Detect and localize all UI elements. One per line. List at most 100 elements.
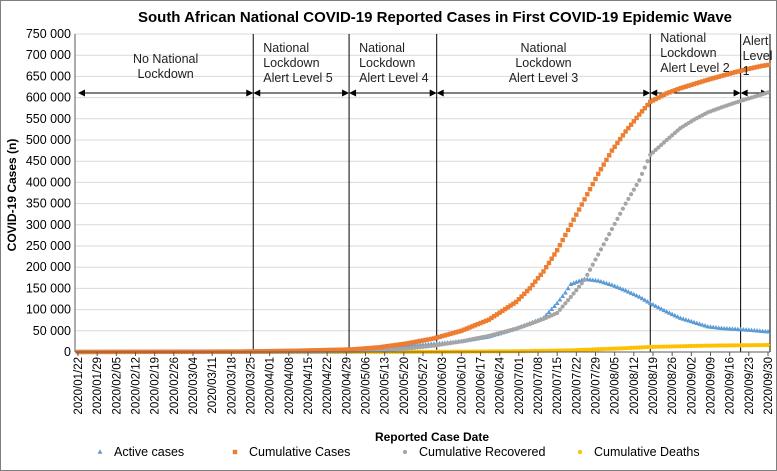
data-point bbox=[631, 187, 636, 192]
data-point bbox=[675, 87, 680, 92]
data-point bbox=[741, 67, 746, 73]
phase-arrowhead-left bbox=[78, 89, 85, 97]
x-tick-label: 2020/06/03 bbox=[437, 357, 449, 415]
x-tick-label: 2020/07/15 bbox=[552, 357, 564, 415]
data-point bbox=[667, 135, 672, 140]
data-point bbox=[516, 297, 522, 302]
data-point bbox=[360, 346, 365, 351]
phase-label: Alert Level 1 bbox=[743, 34, 773, 78]
data-point bbox=[620, 286, 626, 292]
data-point bbox=[374, 345, 379, 350]
data-point bbox=[481, 319, 486, 325]
data-point bbox=[688, 318, 694, 324]
data-point bbox=[606, 281, 612, 286]
data-point bbox=[765, 329, 771, 334]
data-point bbox=[450, 330, 456, 336]
data-point bbox=[278, 348, 283, 354]
data-point bbox=[634, 115, 639, 121]
phase-label-line: National bbox=[263, 41, 309, 55]
y-tick-label: 650 000 bbox=[26, 69, 71, 83]
data-point bbox=[625, 289, 631, 294]
y-axis-label: COVID-19 Cases (n) bbox=[5, 139, 19, 252]
data-point bbox=[415, 339, 420, 344]
data-point bbox=[689, 82, 694, 88]
data-point bbox=[678, 86, 683, 91]
data-point bbox=[721, 73, 727, 78]
phase-label-line: National bbox=[660, 31, 706, 45]
data-point bbox=[686, 83, 691, 88]
data-point bbox=[664, 309, 670, 314]
data-point bbox=[620, 133, 626, 138]
data-point bbox=[264, 348, 270, 354]
legend-label: Cumulative Deaths bbox=[594, 445, 700, 459]
data-point bbox=[538, 272, 543, 278]
data-point bbox=[667, 90, 672, 95]
data-point bbox=[702, 78, 708, 83]
data-point bbox=[760, 63, 765, 68]
x-tick-label: 2020/01/29 bbox=[92, 357, 104, 415]
data-point bbox=[661, 92, 667, 97]
data-point bbox=[691, 319, 697, 325]
data-point bbox=[669, 311, 675, 317]
data-point bbox=[552, 303, 557, 309]
data-point bbox=[467, 325, 472, 330]
data-point bbox=[429, 336, 434, 342]
x-tick-label: 2020/09/16 bbox=[725, 357, 737, 415]
data-point bbox=[590, 181, 595, 187]
x-tick-label: 2020/02/05 bbox=[111, 357, 123, 415]
data-point bbox=[636, 294, 642, 299]
data-point bbox=[735, 69, 741, 74]
data-point bbox=[642, 297, 648, 302]
data-point bbox=[527, 286, 532, 291]
data-point bbox=[637, 112, 642, 117]
data-point bbox=[593, 257, 598, 262]
data-point bbox=[579, 281, 584, 286]
data-point bbox=[562, 290, 568, 295]
data-point bbox=[653, 147, 658, 152]
data-point bbox=[341, 347, 346, 352]
x-tick-label: 2020/07/29 bbox=[591, 357, 603, 415]
data-point bbox=[705, 77, 710, 82]
data-point bbox=[607, 232, 612, 237]
data-point bbox=[552, 252, 557, 257]
phase-label-line: National bbox=[521, 41, 567, 55]
x-tick-label: 2020/07/01 bbox=[514, 357, 526, 415]
legend-marker bbox=[232, 449, 238, 455]
data-point bbox=[628, 290, 634, 295]
data-point bbox=[253, 349, 259, 354]
data-point bbox=[352, 347, 357, 352]
data-point bbox=[661, 140, 667, 145]
data-point bbox=[576, 284, 582, 289]
data-point bbox=[631, 119, 637, 124]
data-point bbox=[437, 334, 442, 340]
phase-label: National Lockdown Alert Level 4 bbox=[359, 41, 429, 85]
data-point bbox=[609, 226, 615, 232]
data-point bbox=[582, 277, 587, 283]
data-point bbox=[617, 136, 623, 142]
x-tick-label: 2020/04/15 bbox=[303, 357, 315, 415]
data-point bbox=[670, 133, 675, 138]
data-point bbox=[434, 335, 439, 340]
data-point bbox=[338, 347, 344, 352]
data-point bbox=[593, 176, 598, 182]
chart-title: South African National COVID-19 Reported… bbox=[138, 9, 732, 26]
data-point bbox=[628, 122, 634, 127]
data-point bbox=[628, 192, 634, 197]
x-tick-label: 2020/05/06 bbox=[361, 357, 373, 415]
data-point bbox=[587, 186, 593, 192]
data-point bbox=[555, 310, 560, 316]
data-point bbox=[694, 80, 700, 86]
data-point bbox=[557, 242, 563, 248]
data-point bbox=[642, 165, 647, 170]
data-point bbox=[680, 85, 686, 90]
data-point bbox=[554, 300, 560, 306]
data-point bbox=[368, 345, 374, 351]
data-point bbox=[300, 348, 305, 353]
x-tick-label: 2020/06/17 bbox=[476, 357, 488, 415]
phase-arrowhead-left bbox=[650, 89, 658, 97]
data-point bbox=[675, 314, 681, 319]
x-tick-label: 2020/03/04 bbox=[188, 356, 200, 414]
data-point bbox=[612, 144, 617, 149]
